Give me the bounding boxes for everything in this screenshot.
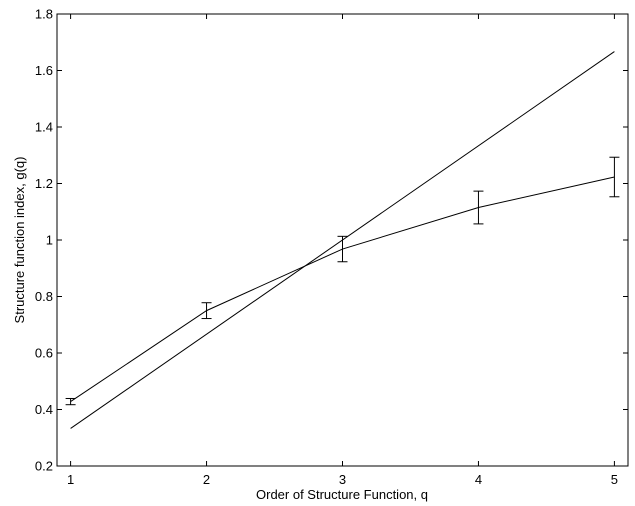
y-tick-label: 1.2 xyxy=(35,176,53,191)
x-tick-label: 3 xyxy=(339,472,346,487)
error-bar xyxy=(65,397,76,406)
error-bar xyxy=(609,156,620,198)
x-tick-label: 1 xyxy=(67,472,74,487)
series-2-line xyxy=(70,51,615,429)
axis-ticks: 1 2 3 4 5 0.2 0.4 0.6 0.8 1 1.2 1.4 1.6 1.8 xyxy=(35,7,628,487)
error-bar xyxy=(201,302,212,320)
x-tick-label: 4 xyxy=(475,472,482,487)
y-tick-label: 0.4 xyxy=(35,402,53,417)
y-axis-title: Structure function index, g(q) xyxy=(12,157,27,324)
x-axis-title: Order of Structure Function, q xyxy=(256,487,428,502)
x-tick-label: 2 xyxy=(203,472,210,487)
y-tick-label: 0.8 xyxy=(35,289,53,304)
y-tick-label: 1.6 xyxy=(35,63,53,78)
data-marks xyxy=(65,51,620,429)
x-tick-label: 5 xyxy=(611,472,618,487)
error-bar xyxy=(473,190,484,225)
y-tick-label: 0.6 xyxy=(35,346,53,361)
y-tick-label: 1.4 xyxy=(35,120,53,135)
y-tick-label: 1 xyxy=(46,233,53,248)
y-tick-label: 0.2 xyxy=(35,459,53,474)
y-tick-label: 1.8 xyxy=(35,7,53,22)
